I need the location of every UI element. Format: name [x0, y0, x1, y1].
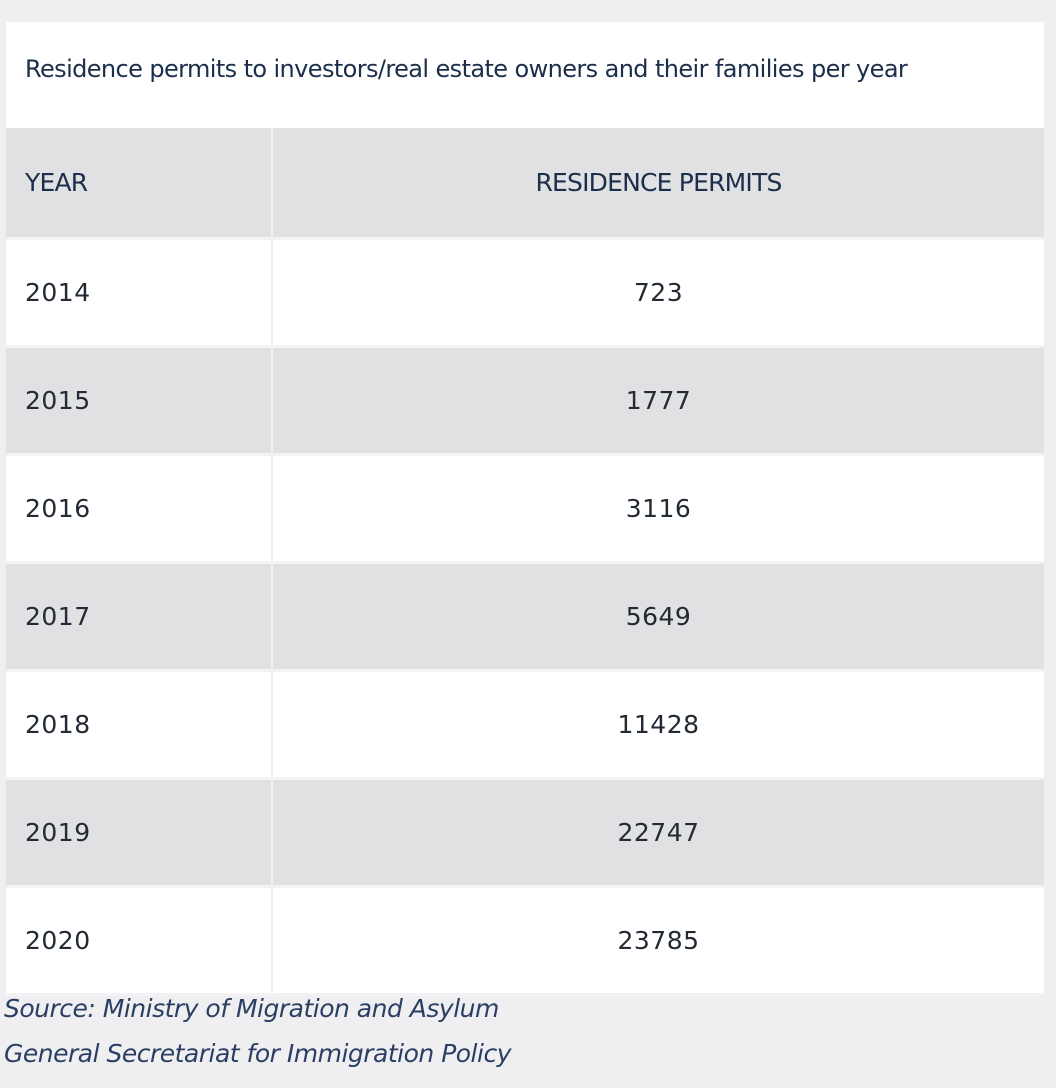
column-header-year: YEAR [6, 128, 273, 240]
year-cell: 2015 [6, 348, 273, 456]
permits-cell: 1777 [273, 348, 1044, 456]
year-cell: 2020 [6, 888, 273, 996]
table-row: 2020 23785 [6, 888, 1044, 996]
data-table: YEAR RESIDENCE PERMITS 2014 723 2015 1777 20… [6, 128, 1044, 996]
year-cell: 2019 [6, 780, 273, 888]
year-cell: 2018 [6, 672, 273, 780]
table-title: Residence permits to investors/real esta… [25, 55, 908, 83]
source-note: Source: Ministry of Migration and Asylum… [4, 986, 512, 1076]
table-row: 2019 22747 [6, 780, 1044, 888]
source-line-secretariat: General Secretariat for Immigration Poli… [4, 1039, 512, 1068]
permits-cell: 3116 [273, 456, 1044, 564]
table-header-row: YEAR RESIDENCE PERMITS [6, 128, 1044, 240]
permits-cell: 23785 [273, 888, 1044, 996]
table-row: 2016 3116 [6, 456, 1044, 564]
title-bar: Residence permits to investors/real esta… [6, 22, 1044, 128]
source-line-ministry: Source: Ministry of Migration and Asylum [4, 994, 499, 1023]
permits-cell: 5649 [273, 564, 1044, 672]
permits-cell: 723 [273, 240, 1044, 348]
permits-cell: 22747 [273, 780, 1044, 888]
permits-cell: 11428 [273, 672, 1044, 780]
year-cell: 2014 [6, 240, 273, 348]
column-header-residence-permits: RESIDENCE PERMITS [273, 128, 1044, 240]
year-cell: 2017 [6, 564, 273, 672]
table-row: 2017 5649 [6, 564, 1044, 672]
table-row: 2015 1777 [6, 348, 1044, 456]
table-row: 2014 723 [6, 240, 1044, 348]
table-card: Residence permits to investors/real esta… [6, 22, 1044, 996]
table-body: 2014 723 2015 1777 2016 3116 2017 5649 2018 11428… [6, 240, 1044, 996]
table-row: 2018 11428 [6, 672, 1044, 780]
year-cell: 2016 [6, 456, 273, 564]
